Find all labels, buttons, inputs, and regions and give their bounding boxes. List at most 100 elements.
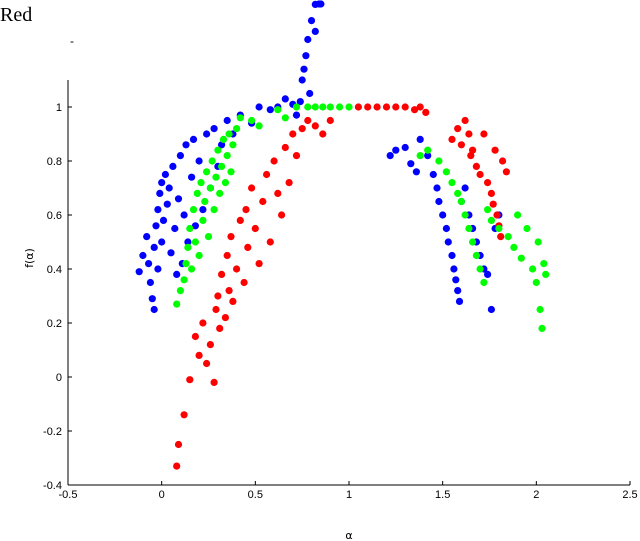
scatter-point (212, 173, 220, 181)
scatter-point (499, 157, 507, 165)
scatter-point (180, 211, 188, 219)
scatter-point (534, 238, 542, 246)
scatter-point (373, 103, 381, 111)
scatter-point (472, 162, 480, 170)
scatter-point (255, 260, 263, 268)
x-tick-label: 2 (533, 489, 539, 501)
scatter-point (292, 111, 301, 119)
scatter-point (195, 157, 203, 165)
scatter-point (203, 168, 211, 176)
scatter-point (191, 222, 199, 230)
scatter-point (461, 184, 469, 192)
scatter-point (223, 152, 231, 160)
scatter-point (452, 276, 460, 284)
scatter-point (448, 179, 456, 187)
scatter-point (227, 233, 235, 241)
scatter-point (307, 17, 316, 25)
y-tick-label: -0.4 (43, 480, 62, 492)
scatter-point (173, 462, 181, 470)
scatter-point (242, 206, 250, 214)
scatter-point (469, 238, 477, 246)
scatter-point (311, 122, 319, 130)
scatter-point (514, 211, 522, 219)
y-tick-label: 0.6 (47, 210, 62, 222)
scatter-point (214, 292, 222, 300)
scatter-point (382, 103, 391, 111)
scatter-point (454, 189, 462, 197)
y-axis-label: f(α) (23, 248, 36, 268)
scatter-point (210, 125, 218, 133)
scatter-point (182, 141, 190, 149)
scatter-point (191, 238, 199, 246)
scatter-point (152, 222, 160, 230)
scatter-point (480, 278, 488, 287)
scatter-point (221, 179, 229, 187)
scatter-point (416, 152, 424, 160)
scatter-point (281, 114, 289, 122)
scatter-point (212, 305, 220, 314)
scatter-point (146, 278, 154, 287)
scatter-point (219, 135, 228, 143)
scatter-point (480, 130, 488, 138)
scatter-point (167, 249, 175, 257)
y-tick-label: 0 (56, 372, 62, 384)
scatter-point (266, 106, 274, 114)
page-title: Red (0, 4, 33, 26)
scatter-point (502, 168, 510, 176)
scatter-point (274, 189, 282, 197)
scatter-point (143, 233, 151, 241)
scatter-point (186, 224, 194, 233)
scatter-point (311, 103, 319, 111)
scatter-point (476, 170, 484, 179)
scatter-point (487, 216, 495, 224)
scatter-point (218, 270, 226, 278)
scatter-point (424, 152, 432, 160)
scatter-point (336, 103, 344, 111)
scatter-point (218, 141, 226, 149)
scatter-point (165, 184, 173, 192)
scatter-point (542, 270, 550, 278)
scatter-point (472, 251, 480, 260)
scatter-point (150, 305, 158, 314)
scatter-point (302, 52, 310, 60)
scatter-point (173, 270, 181, 278)
scatter-point (317, 0, 325, 8)
scatter-point (345, 103, 353, 111)
scatter-point (210, 378, 218, 386)
scatter-point (319, 130, 327, 138)
scatter-point (158, 179, 166, 187)
scatter-point (163, 200, 171, 208)
scatter-point (298, 76, 306, 84)
scatter-point (536, 305, 544, 314)
scatter-point (412, 168, 420, 176)
scatter-point (298, 125, 306, 133)
scatter-point (176, 152, 184, 160)
scatter-point (227, 168, 235, 176)
scatter-point (218, 162, 226, 170)
scatter-point (216, 324, 224, 332)
scatter-point (191, 332, 199, 341)
scatter-point (538, 324, 546, 332)
scatter-point (204, 233, 213, 241)
scatter-point (199, 319, 207, 327)
scatter-point (186, 376, 194, 384)
scatter-point (223, 251, 231, 260)
scatter-point (274, 106, 282, 114)
scatter-point (448, 251, 456, 260)
data-points (135, 0, 550, 470)
scatter-point (442, 224, 450, 233)
scatter-point (529, 265, 537, 273)
scatter-point (416, 135, 424, 143)
scatter-point (208, 157, 216, 165)
scatter-point (214, 146, 222, 154)
scatter-point (255, 103, 263, 111)
scatter-point (469, 146, 477, 154)
scatter-point (199, 216, 207, 224)
scatter-point (484, 270, 492, 278)
scatter-point (455, 297, 464, 305)
scatter-point (354, 103, 362, 111)
scatter-point (281, 143, 289, 152)
scatter-point (465, 224, 473, 233)
scatter-point (292, 103, 301, 111)
scatter-point (304, 103, 312, 111)
